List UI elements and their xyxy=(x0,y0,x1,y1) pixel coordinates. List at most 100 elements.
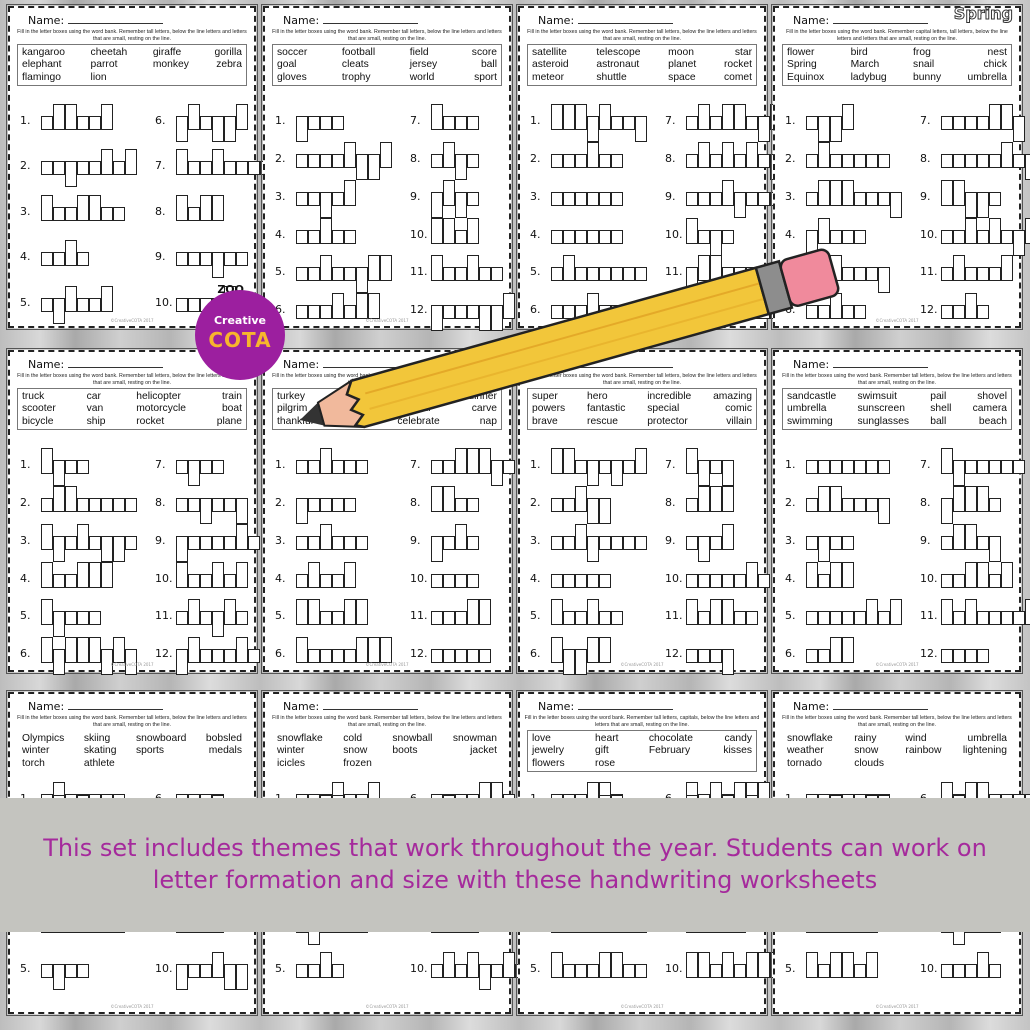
letter-box[interactable] xyxy=(842,460,854,474)
letter-box[interactable] xyxy=(53,964,65,990)
letter-box[interactable] xyxy=(308,305,320,320)
letter-box[interactable] xyxy=(200,611,212,626)
letter-box[interactable] xyxy=(455,305,467,320)
letter-box[interactable] xyxy=(941,497,953,524)
letter-box[interactable] xyxy=(176,252,188,267)
letter-box[interactable] xyxy=(224,535,236,550)
letter-box[interactable] xyxy=(200,194,212,221)
letter-box[interactable] xyxy=(455,448,467,474)
letter-box[interactable] xyxy=(563,611,575,626)
letter-box[interactable] xyxy=(635,964,647,978)
letter-box[interactable] xyxy=(575,229,587,244)
letter-box[interactable] xyxy=(698,141,710,168)
letter-box[interactable] xyxy=(308,229,320,244)
letter-box[interactable] xyxy=(248,649,260,664)
letter-box[interactable] xyxy=(431,305,443,332)
letter-box[interactable] xyxy=(842,267,854,282)
letter-box[interactable] xyxy=(734,573,746,588)
letter-box[interactable] xyxy=(806,305,818,320)
name-input[interactable] xyxy=(578,357,674,368)
letter-box[interactable] xyxy=(575,964,587,978)
letter-box[interactable] xyxy=(431,964,443,978)
letter-box[interactable] xyxy=(758,191,770,206)
name-input[interactable] xyxy=(833,13,929,24)
letter-box[interactable] xyxy=(332,267,344,282)
letter-box[interactable] xyxy=(989,217,1001,244)
letter-box[interactable] xyxy=(977,153,989,168)
letter-box[interactable] xyxy=(635,116,647,142)
letter-box[interactable] xyxy=(698,255,710,282)
letter-box[interactable] xyxy=(977,535,989,550)
letter-box[interactable] xyxy=(101,285,113,312)
letter-box[interactable] xyxy=(587,460,599,486)
letter-box[interactable] xyxy=(941,573,953,588)
letter-box[interactable] xyxy=(722,141,734,168)
letter-box[interactable] xyxy=(941,267,953,282)
letter-box[interactable] xyxy=(854,964,866,978)
letter-box[interactable] xyxy=(89,194,101,221)
letter-box[interactable] xyxy=(722,104,734,130)
letter-box[interactable] xyxy=(890,191,902,218)
letter-box[interactable] xyxy=(746,116,758,130)
letter-box[interactable] xyxy=(236,611,248,626)
letter-box[interactable] xyxy=(611,611,623,626)
letter-box[interactable] xyxy=(65,161,77,188)
letter-box[interactable] xyxy=(941,448,953,474)
letter-box[interactable] xyxy=(635,448,647,474)
letter-box[interactable] xyxy=(686,599,698,626)
letter-box[interactable] xyxy=(368,637,380,664)
letter-box[interactable] xyxy=(176,535,188,562)
letter-box[interactable] xyxy=(53,649,65,676)
letter-box[interactable] xyxy=(878,191,890,206)
letter-box[interactable] xyxy=(65,964,77,978)
letter-box[interactable] xyxy=(551,497,563,512)
letter-box[interactable] xyxy=(575,485,587,512)
letter-box[interactable] xyxy=(878,267,890,294)
letter-box[interactable] xyxy=(443,611,455,626)
letter-box[interactable] xyxy=(1025,599,1030,626)
letter-box[interactable] xyxy=(806,497,818,512)
letter-box[interactable] xyxy=(188,252,200,267)
letter-box[interactable] xyxy=(236,561,248,588)
letter-box[interactable] xyxy=(188,104,200,130)
letter-box[interactable] xyxy=(296,964,308,978)
letter-box[interactable] xyxy=(1013,116,1025,142)
letter-box[interactable] xyxy=(722,179,734,206)
letter-box[interactable] xyxy=(623,460,635,474)
letter-box[interactable] xyxy=(818,179,830,206)
letter-box[interactable] xyxy=(989,191,1001,206)
letter-box[interactable] xyxy=(611,267,623,282)
letter-box[interactable] xyxy=(200,535,212,550)
letter-box[interactable] xyxy=(722,229,734,244)
letter-box[interactable] xyxy=(296,116,308,142)
letter-box[interactable] xyxy=(101,497,113,512)
letter-box[interactable] xyxy=(587,637,599,664)
letter-box[interactable] xyxy=(296,460,308,474)
letter-box[interactable] xyxy=(467,448,479,474)
letter-box[interactable] xyxy=(977,485,989,512)
letter-box[interactable] xyxy=(224,161,236,176)
letter-box[interactable] xyxy=(977,191,989,218)
letter-box[interactable] xyxy=(224,116,236,142)
letter-box[interactable] xyxy=(854,305,866,320)
letter-box[interactable] xyxy=(746,141,758,168)
letter-box[interactable] xyxy=(746,952,758,978)
letter-box[interactable] xyxy=(866,952,878,978)
letter-box[interactable] xyxy=(41,599,53,626)
letter-box[interactable] xyxy=(344,229,356,244)
letter-box[interactable] xyxy=(200,573,212,588)
letter-box[interactable] xyxy=(551,267,563,282)
letter-box[interactable] xyxy=(380,141,392,168)
letter-box[interactable] xyxy=(965,153,977,168)
letter-box[interactable] xyxy=(953,229,965,244)
letter-box[interactable] xyxy=(818,116,830,142)
letter-box[interactable] xyxy=(479,305,491,332)
letter-box[interactable] xyxy=(320,305,332,320)
letter-box[interactable] xyxy=(941,964,953,978)
letter-box[interactable] xyxy=(563,535,575,550)
letter-box[interactable] xyxy=(455,964,467,978)
letter-box[interactable] xyxy=(587,497,599,524)
letter-box[interactable] xyxy=(965,523,977,550)
letter-box[interactable] xyxy=(563,104,575,130)
letter-box[interactable] xyxy=(176,297,188,312)
